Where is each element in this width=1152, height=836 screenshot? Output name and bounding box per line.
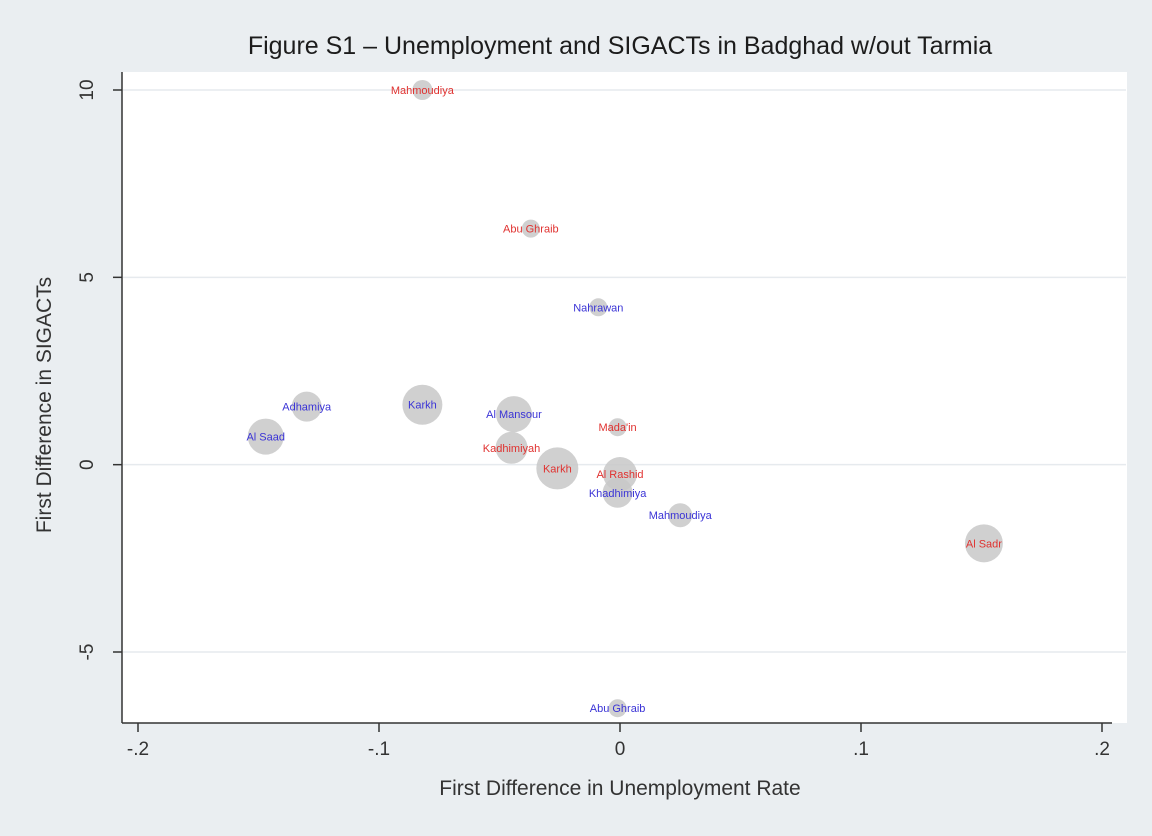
x-tick-label: -.2 xyxy=(127,739,149,760)
data-point-label: Al Saad xyxy=(246,432,285,444)
data-points: Mahmoudiya Abu Ghraib Nahrawan Adhamiya Kark… xyxy=(246,80,1003,718)
data-point-marker xyxy=(608,418,627,437)
data-point: Karkh xyxy=(402,384,443,425)
data-point-marker xyxy=(602,477,633,508)
data-point: Kadhimiyah xyxy=(483,431,540,464)
data-point-marker xyxy=(521,219,540,238)
y-tick-label: 0 xyxy=(77,459,98,470)
data-point: Mada'in xyxy=(598,418,637,437)
x-tick-label: -.1 xyxy=(368,739,390,760)
data-point-label: Abu Ghraib xyxy=(503,224,559,236)
gridlines xyxy=(123,89,1126,653)
data-point-label: Mahmoudiya xyxy=(391,85,455,97)
data-point: Nahrawan xyxy=(573,298,623,317)
data-point: Abu Ghraib xyxy=(503,219,559,238)
x-axis-ticks: -.2 -.1 0 .1 .2 xyxy=(127,723,1110,760)
data-point-label: Karkh xyxy=(408,400,437,412)
data-point-label: Kadhimiyah xyxy=(483,443,540,455)
data-point-label: Al Sadr xyxy=(966,538,1002,550)
data-point-label: Mada'in xyxy=(598,422,636,434)
data-point-marker xyxy=(291,391,322,422)
data-point-label: Adhamiya xyxy=(282,402,332,414)
data-point-label: Al Rashid xyxy=(596,469,643,481)
chart-title: Figure S1 – Unemployment and SIGACTs in … xyxy=(248,32,992,60)
data-point-label: Khadhimiya xyxy=(589,488,647,500)
data-point: Adhamiya xyxy=(282,391,332,422)
data-point: Al Saad xyxy=(246,418,285,455)
data-point-label: Karkh xyxy=(543,463,572,475)
data-point-marker xyxy=(589,298,608,317)
x-axis-title: First Difference in Unemployment Rate xyxy=(439,777,800,800)
plot-area xyxy=(122,72,1127,723)
data-point-label: Nahrawan xyxy=(573,302,623,314)
y-tick-label: 5 xyxy=(77,272,98,283)
data-point: Al Mansour xyxy=(486,396,542,433)
data-point: Mahmoudiya xyxy=(649,503,713,528)
data-point-marker xyxy=(495,431,528,464)
data-point: Karkh xyxy=(536,447,579,490)
data-point-marker xyxy=(495,396,532,433)
y-tick-label: 10 xyxy=(77,79,98,100)
x-tick-label: .1 xyxy=(853,739,869,760)
y-axis-ticks: -5 0 5 10 xyxy=(77,79,122,660)
y-tick-label: -5 xyxy=(77,644,98,661)
y-axis-title: First Difference in SIGACTs xyxy=(33,277,56,533)
data-point-marker xyxy=(536,447,579,490)
data-point: Khadhimiya xyxy=(589,477,647,508)
data-point-marker xyxy=(247,418,284,455)
data-point-label: Abu Ghraib xyxy=(590,703,646,715)
data-point: Abu Ghraib xyxy=(590,699,646,718)
data-point: Al Sadr xyxy=(964,524,1003,563)
data-point: Mahmoudiya xyxy=(391,80,455,100)
data-point-label: Al Mansour xyxy=(486,409,542,421)
data-point-marker xyxy=(668,503,693,528)
x-tick-label: 0 xyxy=(615,739,626,760)
data-point-label: Mahmoudiya xyxy=(649,510,713,522)
x-tick-label: .2 xyxy=(1094,739,1110,760)
data-point-marker xyxy=(412,80,433,100)
data-point-marker xyxy=(608,699,627,718)
data-point-marker xyxy=(964,524,1003,563)
data-point-marker xyxy=(402,384,443,425)
